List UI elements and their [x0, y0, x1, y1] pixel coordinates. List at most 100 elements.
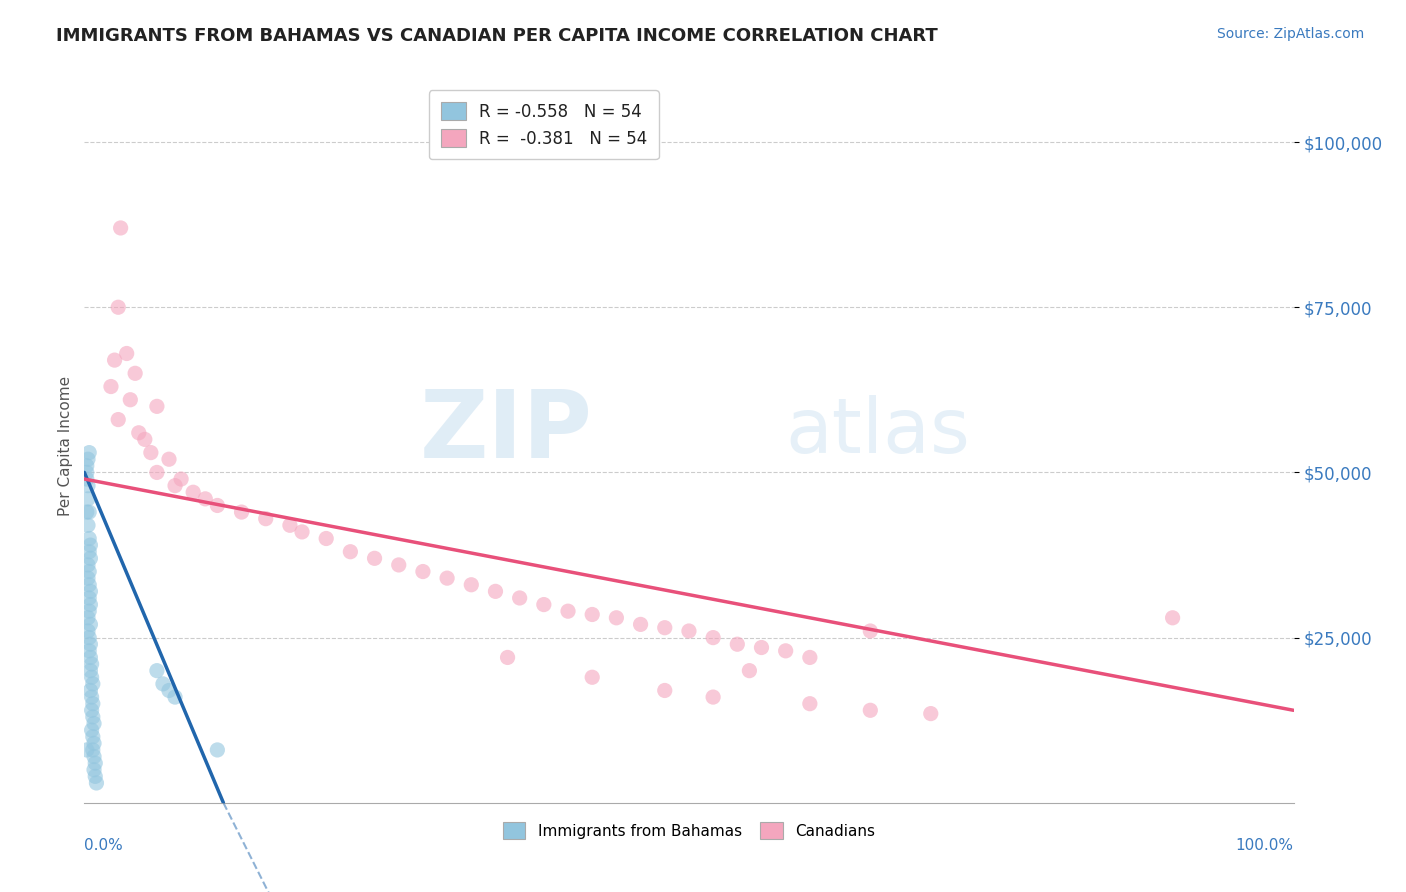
Text: ZIP: ZIP	[419, 385, 592, 478]
Point	[702, 690, 724, 704]
Point	[1161, 611, 1184, 625]
Point	[165, 478, 187, 492]
Point	[77, 631, 100, 645]
Point	[920, 706, 942, 721]
Point	[725, 637, 748, 651]
Point	[654, 683, 676, 698]
Point	[104, 353, 127, 368]
Point	[533, 598, 555, 612]
Point	[278, 518, 301, 533]
Point	[79, 551, 101, 566]
Point	[254, 511, 277, 525]
Point	[194, 491, 217, 506]
Point	[170, 472, 193, 486]
Point	[363, 551, 385, 566]
Point	[315, 532, 337, 546]
Point	[83, 736, 105, 750]
Point	[77, 624, 100, 638]
Point	[799, 697, 821, 711]
Point	[77, 545, 100, 559]
Text: IMMIGRANTS FROM BAHAMAS VS CANADIAN PER CAPITA INCOME CORRELATION CHART: IMMIGRANTS FROM BAHAMAS VS CANADIAN PER …	[56, 27, 938, 45]
Point	[291, 524, 314, 539]
Point	[77, 611, 100, 625]
Point	[77, 591, 100, 605]
Point	[654, 621, 676, 635]
Text: Source: ZipAtlas.com: Source: ZipAtlas.com	[1216, 27, 1364, 41]
Point	[77, 558, 100, 572]
Point	[388, 558, 411, 572]
Point	[77, 505, 100, 519]
Point	[80, 670, 103, 684]
Point	[80, 703, 103, 717]
Point	[79, 598, 101, 612]
Point	[436, 571, 458, 585]
Text: 0.0%: 0.0%	[84, 838, 124, 854]
Point	[77, 532, 100, 546]
Point	[581, 607, 603, 622]
Point	[207, 499, 229, 513]
Point	[139, 445, 162, 459]
Point	[100, 379, 122, 393]
Text: 100.0%: 100.0%	[1236, 838, 1294, 854]
Point	[76, 505, 98, 519]
Point	[157, 683, 180, 698]
Point	[484, 584, 506, 599]
Point	[557, 604, 579, 618]
Point	[79, 664, 101, 678]
Point	[83, 749, 105, 764]
Point	[80, 657, 103, 671]
Text: atlas: atlas	[786, 395, 970, 468]
Point	[82, 697, 104, 711]
Point	[152, 677, 174, 691]
Point	[76, 743, 98, 757]
Point	[496, 650, 519, 665]
Point	[80, 690, 103, 704]
Point	[83, 763, 105, 777]
Point	[460, 578, 482, 592]
Point	[146, 664, 169, 678]
Point	[630, 617, 652, 632]
Point	[702, 631, 724, 645]
Point	[799, 650, 821, 665]
Point	[80, 723, 103, 738]
Point	[107, 412, 129, 426]
Point	[77, 571, 100, 585]
Point	[77, 478, 100, 492]
Point	[120, 392, 142, 407]
Point	[79, 650, 101, 665]
Point	[79, 538, 101, 552]
Point	[77, 452, 100, 467]
Point	[79, 637, 101, 651]
Point	[77, 491, 100, 506]
Point	[859, 624, 882, 638]
Point	[509, 591, 531, 605]
Point	[134, 433, 156, 447]
Point	[146, 466, 169, 480]
Point	[110, 221, 132, 235]
Point	[86, 776, 108, 790]
Point	[77, 518, 100, 533]
Point	[146, 400, 169, 414]
Point	[77, 578, 100, 592]
Point	[77, 445, 100, 459]
Point	[76, 472, 98, 486]
Point	[775, 644, 797, 658]
Point	[678, 624, 700, 638]
Point	[738, 664, 761, 678]
Point	[79, 584, 101, 599]
Point	[181, 485, 204, 500]
Point	[84, 756, 107, 771]
Point	[77, 604, 100, 618]
Point	[79, 683, 101, 698]
Point	[107, 300, 129, 314]
Point	[339, 545, 361, 559]
Point	[82, 743, 104, 757]
Point	[77, 565, 100, 579]
Point	[77, 644, 100, 658]
Point	[84, 769, 107, 783]
Point	[581, 670, 603, 684]
Point	[79, 617, 101, 632]
Point	[157, 452, 180, 467]
Point	[859, 703, 882, 717]
Point	[231, 505, 253, 519]
